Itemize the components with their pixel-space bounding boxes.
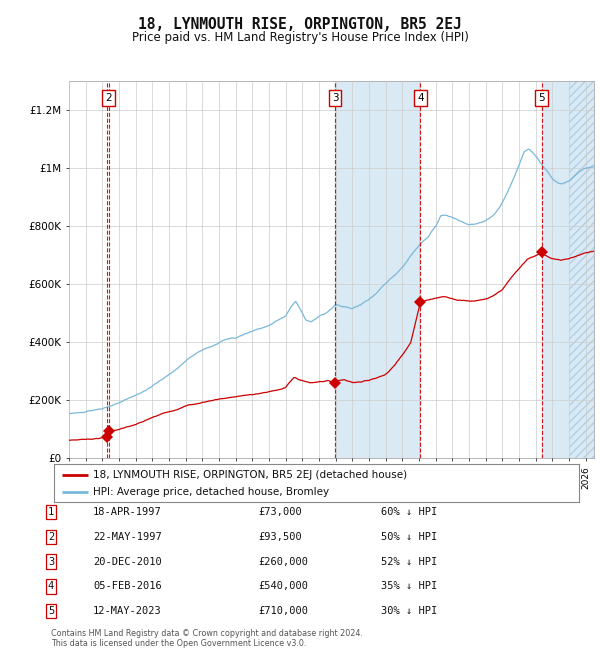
Text: 18, LYNMOUTH RISE, ORPINGTON, BR5 2EJ (detached house): 18, LYNMOUTH RISE, ORPINGTON, BR5 2EJ (d… (94, 470, 407, 480)
Text: 4: 4 (48, 581, 54, 592)
Text: £710,000: £710,000 (258, 606, 308, 616)
Text: 12-MAY-2023: 12-MAY-2023 (93, 606, 162, 616)
Bar (542, 81, 594, 458)
Bar (569, 81, 594, 458)
Text: £73,000: £73,000 (258, 507, 302, 517)
Text: 5: 5 (48, 606, 54, 616)
Text: 3: 3 (48, 556, 54, 567)
Text: 5: 5 (538, 93, 545, 103)
Text: This data is licensed under the Open Government Licence v3.0.: This data is licensed under the Open Gov… (51, 639, 307, 648)
Text: Contains HM Land Registry data © Crown copyright and database right 2024.: Contains HM Land Registry data © Crown c… (51, 629, 363, 638)
Text: 05-FEB-2016: 05-FEB-2016 (93, 581, 162, 592)
Text: 20-DEC-2010: 20-DEC-2010 (93, 556, 162, 567)
Text: £540,000: £540,000 (258, 581, 308, 592)
Text: 50% ↓ HPI: 50% ↓ HPI (381, 532, 437, 542)
Text: HPI: Average price, detached house, Bromley: HPI: Average price, detached house, Brom… (94, 488, 329, 497)
Text: 3: 3 (332, 93, 338, 103)
Text: 4: 4 (417, 93, 424, 103)
Text: 18, LYNMOUTH RISE, ORPINGTON, BR5 2EJ: 18, LYNMOUTH RISE, ORPINGTON, BR5 2EJ (138, 17, 462, 32)
Text: 30% ↓ HPI: 30% ↓ HPI (381, 606, 437, 616)
Text: 2: 2 (106, 93, 112, 103)
Text: 35% ↓ HPI: 35% ↓ HPI (381, 581, 437, 592)
Text: 18-APR-1997: 18-APR-1997 (93, 507, 162, 517)
Text: £260,000: £260,000 (258, 556, 308, 567)
Text: 52% ↓ HPI: 52% ↓ HPI (381, 556, 437, 567)
Text: 2: 2 (48, 532, 54, 542)
Text: £93,500: £93,500 (258, 532, 302, 542)
Bar (335, 81, 421, 458)
Text: 60% ↓ HPI: 60% ↓ HPI (381, 507, 437, 517)
Text: Price paid vs. HM Land Registry's House Price Index (HPI): Price paid vs. HM Land Registry's House … (131, 31, 469, 44)
Text: 1: 1 (48, 507, 54, 517)
Text: 22-MAY-1997: 22-MAY-1997 (93, 532, 162, 542)
